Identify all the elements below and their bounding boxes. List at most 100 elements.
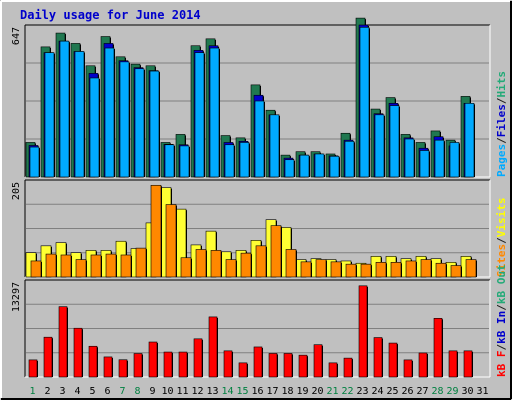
- bar: [270, 225, 282, 278]
- x-tick-label: 18: [281, 386, 293, 397]
- bar: [390, 262, 402, 278]
- x-tick-label: 24: [371, 386, 383, 397]
- bar: [178, 351, 188, 378]
- bar: [299, 154, 310, 178]
- series-label: /: [495, 137, 508, 144]
- bar: [88, 345, 98, 378]
- bar: [194, 52, 205, 178]
- x-tick-label: 11: [176, 386, 188, 397]
- x-tick-label: 5: [89, 386, 95, 397]
- bar: [404, 138, 415, 178]
- bar: [313, 344, 323, 378]
- bar: [28, 359, 38, 378]
- bar: [239, 142, 250, 178]
- x-tick-label: 27: [416, 386, 428, 397]
- bar: [119, 61, 130, 178]
- series-label: kB F: [495, 351, 508, 378]
- x-tick-label: 19: [296, 386, 308, 397]
- bar: [163, 351, 173, 378]
- bar: [224, 144, 235, 178]
- bar: [420, 259, 432, 278]
- series-label: Hits: [495, 71, 508, 98]
- bar: [269, 114, 280, 178]
- x-tick-label: 7: [119, 386, 125, 397]
- series-kb-f: [28, 285, 473, 378]
- y-max-label: 205: [11, 182, 22, 200]
- bar: [254, 100, 265, 178]
- x-tick-label: 31: [476, 386, 488, 397]
- bar: [120, 254, 132, 278]
- bar: [165, 204, 177, 278]
- x-tick-label: 9: [149, 386, 155, 397]
- series-label-group: kB F/kB In/kB Out: [495, 264, 508, 377]
- x-tick-label: 4: [74, 386, 80, 397]
- bar: [450, 265, 462, 278]
- bar: [284, 159, 295, 178]
- bar: [89, 77, 100, 178]
- series-label: /: [495, 344, 508, 351]
- bar: [285, 249, 297, 278]
- bar: [240, 252, 252, 278]
- bar: [465, 259, 477, 278]
- x-tick-label: 12: [191, 386, 203, 397]
- x-tick-label: 29: [446, 386, 458, 397]
- bar: [223, 350, 233, 378]
- bar: [148, 341, 158, 378]
- chart-title: Daily usage for June 2014: [20, 8, 201, 22]
- bar: [225, 259, 237, 278]
- x-tick-label: 15: [236, 386, 248, 397]
- x-tick-label: 28: [431, 386, 443, 397]
- x-tick-label: 14: [221, 386, 233, 397]
- bar: [208, 316, 218, 378]
- y-max-label: 647: [11, 27, 22, 45]
- x-tick-label: 30: [461, 386, 473, 397]
- bar: [255, 245, 267, 278]
- bar: [418, 352, 428, 378]
- bar: [209, 47, 220, 178]
- series-sites: [30, 184, 477, 278]
- bar: [330, 261, 342, 278]
- bar: [44, 52, 55, 178]
- bar: [375, 262, 387, 278]
- y-max-label: 13297: [11, 282, 22, 312]
- x-tick-label: 6: [104, 386, 110, 397]
- bar: [298, 354, 308, 378]
- bar: [314, 153, 325, 178]
- x-tick-label: 17: [266, 386, 278, 397]
- x-tick-label: 22: [341, 386, 353, 397]
- bar: [45, 253, 57, 278]
- x-axis: 1 2 3 4 5 6 7 8 9 10 11 12 13 14 15 16 17 18 19 20 21 22 23 24 2…: [29, 386, 488, 397]
- bar: [74, 51, 85, 178]
- bar: [435, 262, 447, 278]
- bar: [73, 327, 83, 378]
- x-tick-label: 13: [206, 386, 218, 397]
- bar: [403, 359, 413, 378]
- bar: [150, 184, 162, 278]
- bar: [419, 150, 430, 178]
- x-tick-label: 16: [251, 386, 263, 397]
- x-tick-label: 10: [161, 386, 173, 397]
- bar: [58, 306, 68, 378]
- series-label: /: [495, 97, 508, 104]
- series-label-group: Sites/Visits: [495, 198, 508, 278]
- bar: [253, 346, 263, 378]
- bar: [373, 337, 383, 378]
- bar: [463, 350, 473, 378]
- bar: [328, 362, 338, 378]
- series-label: Sites: [495, 244, 508, 277]
- bar: [359, 27, 370, 178]
- x-tick-label: 21: [326, 386, 338, 397]
- series-label: kB Out: [495, 264, 508, 304]
- bar: [448, 350, 458, 378]
- bar: [134, 68, 145, 178]
- bar: [118, 359, 128, 378]
- bar: [283, 353, 293, 378]
- bar: [103, 356, 113, 378]
- x-tick-label: 20: [311, 386, 323, 397]
- bar: [345, 263, 357, 278]
- series-pages: [29, 27, 475, 178]
- bar: [149, 70, 160, 178]
